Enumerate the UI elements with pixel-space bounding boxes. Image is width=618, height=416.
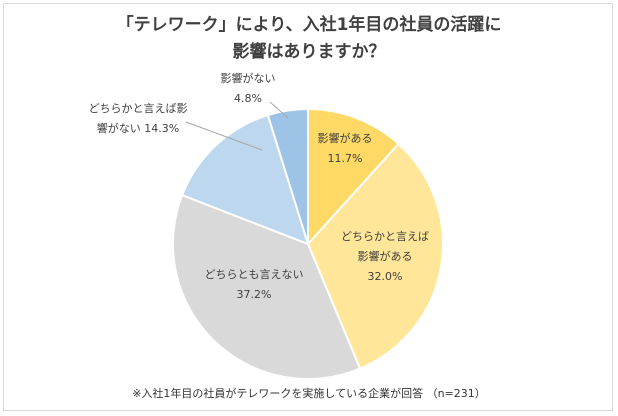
leader-line-5 — [269, 101, 289, 119]
pie-slice-3 — [172, 193, 362, 380]
footnote: ※入社1年目の社員がテレワークを実施している企業が回答 （n=231） — [132, 387, 486, 400]
chart-title: 「テレワーク」により、入社1年目の社員の活躍に 影響はありますか？ — [0, 12, 618, 66]
pie-slice-1 — [307, 107, 400, 247]
leader-line-4 — [185, 121, 263, 151]
pie-slice-2 — [306, 142, 444, 370]
slice-label-1: 影響がある 11.7% — [318, 131, 373, 165]
chart-title-line2: 影響はありますか？ — [232, 42, 386, 62]
chart-title-line1: 「テレワーク」により、入社1年目の社員の活躍に — [116, 15, 502, 35]
slice-label-3: どちらとも言えない 37.2% — [205, 268, 304, 301]
slice-label-4: どちらかと言えば影響がない 14.3% — [89, 102, 188, 135]
slice-label-2: どちらかと言えば影響がある 32.0% — [341, 230, 429, 283]
pie-slice-5 — [266, 107, 309, 245]
slice-label-5: 影響がない 4.8% — [221, 71, 276, 105]
pie-slice-4 — [180, 113, 310, 246]
